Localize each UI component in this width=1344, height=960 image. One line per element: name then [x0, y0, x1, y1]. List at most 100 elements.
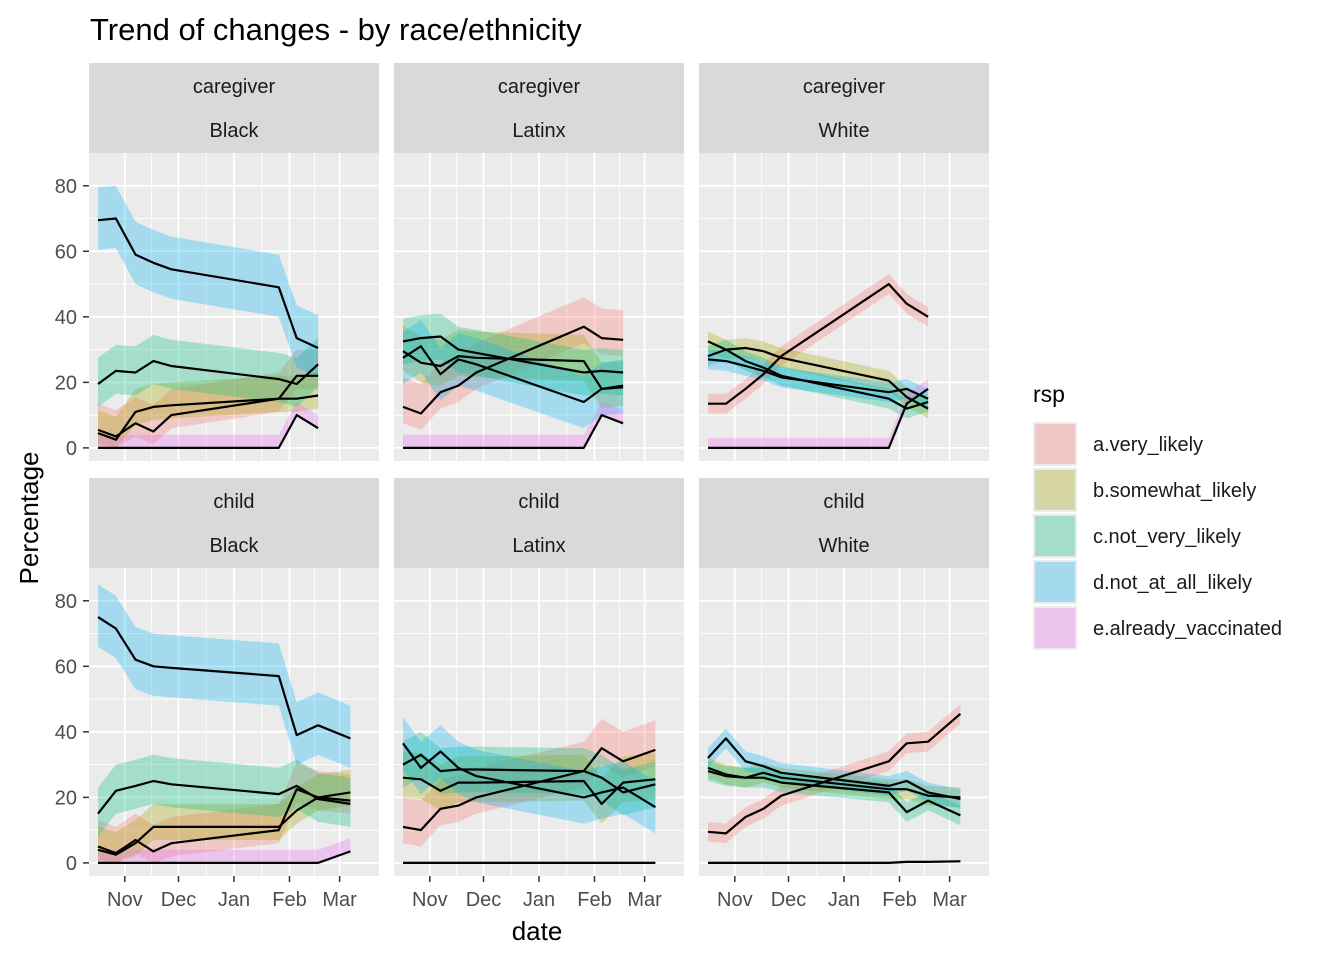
confidence-band-a.very_likely	[403, 297, 624, 430]
y-axis-title: Percentage	[14, 452, 44, 585]
x-tick-label: Nov	[107, 889, 143, 911]
series-line-b.somewhat_likely	[97, 791, 351, 856]
facet-panel: child White	[699, 478, 989, 876]
facet-strip-label-group: caregiver	[803, 76, 886, 98]
x-tick-label: Jan	[523, 889, 555, 911]
x-tick-label: Mar	[932, 889, 967, 911]
y-tick-label: 0	[66, 438, 77, 460]
facet-panels: 020406080caregiverBlackcaregiverLatinxca…	[55, 63, 989, 911]
confidence-band-b.somewhat_likely	[98, 769, 351, 863]
legend-label: b.somewhat_likely	[1093, 480, 1256, 502]
series-line-c.not_very_likely	[402, 753, 656, 794]
series-line-c.not_very_likely	[97, 360, 319, 386]
series-line-b.somewhat_likely	[707, 766, 961, 799]
confidence-band-b.somewhat_likely	[708, 331, 929, 419]
confidence-band-e.already_vaccinated	[403, 402, 624, 448]
facet-strip-label-race: White	[818, 120, 869, 142]
facet-panel: child Black	[89, 478, 379, 876]
series-line-a.very_likely	[402, 747, 656, 832]
confidence-band-c.not_very_likely	[403, 313, 624, 396]
confidence-band-c.not_very_likely	[708, 761, 961, 826]
facet-strip-label-group: caregiver	[498, 76, 581, 98]
series-line-e.already_vaccinated	[708, 387, 929, 449]
x-tick-label: Feb	[577, 889, 611, 911]
series-line-a.very_likely	[707, 712, 962, 835]
series-line-b.somewhat_likely	[402, 350, 624, 390]
legend-key-bg	[1033, 422, 1077, 466]
facet-strip	[699, 478, 989, 568]
confidence-band-c.not_very_likely	[708, 339, 929, 419]
confidence-band-d.not_at_all_likely	[98, 584, 351, 768]
legend-key-a.very_likely	[1035, 424, 1075, 464]
legend-label: a.very_likely	[1093, 434, 1203, 456]
facet-strip	[699, 63, 989, 153]
legend-key-bg	[1033, 468, 1077, 512]
series-line-d.not_at_all_likely	[707, 358, 929, 400]
x-tick-label: Mar	[322, 889, 357, 911]
x-tick-label: Jan	[828, 889, 860, 911]
confidence-band-a.very_likely	[98, 763, 351, 863]
series-line-e.already_vaccinated	[708, 860, 961, 865]
x-tick-label: Dec	[466, 889, 502, 911]
chart-title: Trend of changes - by race/ethnicity	[90, 12, 582, 47]
facet-strip-label-race: Latinx	[512, 535, 565, 557]
series-line-d.not_at_all_likely	[97, 217, 319, 349]
confidence-band-a.very_likely	[708, 704, 961, 844]
series-line-a.very_likely	[402, 325, 624, 415]
legend-key-d.not_at_all_likely	[1035, 562, 1075, 602]
series-line-b.somewhat_likely	[707, 340, 929, 410]
confidence-band-c.not_very_likely	[98, 754, 351, 837]
legend-title: rsp	[1033, 381, 1065, 407]
legend-key-bg	[1033, 514, 1077, 558]
legend-label: e.already_vaccinated	[1093, 618, 1282, 640]
confidence-band-e.already_vaccinated	[708, 379, 929, 448]
facet-panel: caregiver White	[699, 63, 989, 461]
facet-strip-label-group: child	[823, 491, 864, 513]
facet-strip	[89, 478, 379, 568]
facet-panel: caregiver Black	[89, 63, 379, 461]
series-line-c.not_very_likely	[707, 770, 961, 817]
legend-key-b.somewhat_likely	[1035, 470, 1075, 510]
series-line-c.not_very_likely	[707, 348, 929, 410]
series-line-d.not_at_all_likely	[402, 345, 624, 404]
legend-label: c.not_very_likely	[1093, 526, 1241, 548]
legend-key-e.already_vaccinated	[1035, 608, 1075, 648]
series-line-d.not_at_all_likely	[707, 737, 961, 801]
legend-key-bg	[1033, 560, 1077, 604]
series-line-c.not_very_likely	[97, 779, 351, 815]
x-tick-label: Nov	[717, 889, 753, 911]
facet-strip-label-group: child	[518, 491, 559, 513]
facet-strip-label-race: Black	[210, 120, 260, 142]
facet-panel: caregiver Latinx	[394, 63, 684, 461]
facet-strip-label-race: Black	[210, 535, 260, 557]
x-tick-label: Nov	[412, 889, 448, 911]
series-line-c.not_very_likely	[402, 335, 624, 374]
x-tick-label: Feb	[272, 889, 306, 911]
series-line-b.somewhat_likely	[97, 394, 319, 441]
x-tick-label: Jan	[218, 889, 250, 911]
confidence-band-d.not_at_all_likely	[708, 349, 929, 409]
y-tick-label: 60	[55, 656, 77, 678]
series-line-d.not_at_all_likely	[402, 742, 656, 809]
confidence-band-b.somewhat_likely	[403, 325, 624, 409]
y-tick-label: 80	[55, 176, 77, 198]
y-tick-label: 0	[66, 853, 77, 875]
confidence-band-e.already_vaccinated	[98, 402, 319, 448]
y-tick-label: 60	[55, 241, 77, 263]
facet-strip	[89, 63, 379, 153]
x-tick-label: Feb	[882, 889, 916, 911]
facet-panel: child Latinx	[394, 478, 684, 876]
legend-key-c.not_very_likely	[1035, 516, 1075, 556]
facet-strip-label-race: White	[818, 535, 869, 557]
confidence-band-a.very_likely	[98, 349, 319, 448]
legend: rsp a.very_likely b.somewhat_likely c.not_…	[1033, 381, 1282, 650]
series-line-a.very_likely	[708, 283, 929, 405]
x-tick-label: Dec	[161, 889, 197, 911]
confidence-band-d.not_at_all_likely	[403, 320, 624, 429]
facet-strip-label-race: Latinx	[512, 120, 565, 142]
confidence-band-d.not_at_all_likely	[98, 185, 319, 378]
y-tick-label: 20	[55, 372, 77, 394]
legend-label: d.not_at_all_likely	[1093, 572, 1252, 594]
y-tick-label: 20	[55, 787, 77, 809]
legend-key-bg	[1033, 606, 1077, 650]
